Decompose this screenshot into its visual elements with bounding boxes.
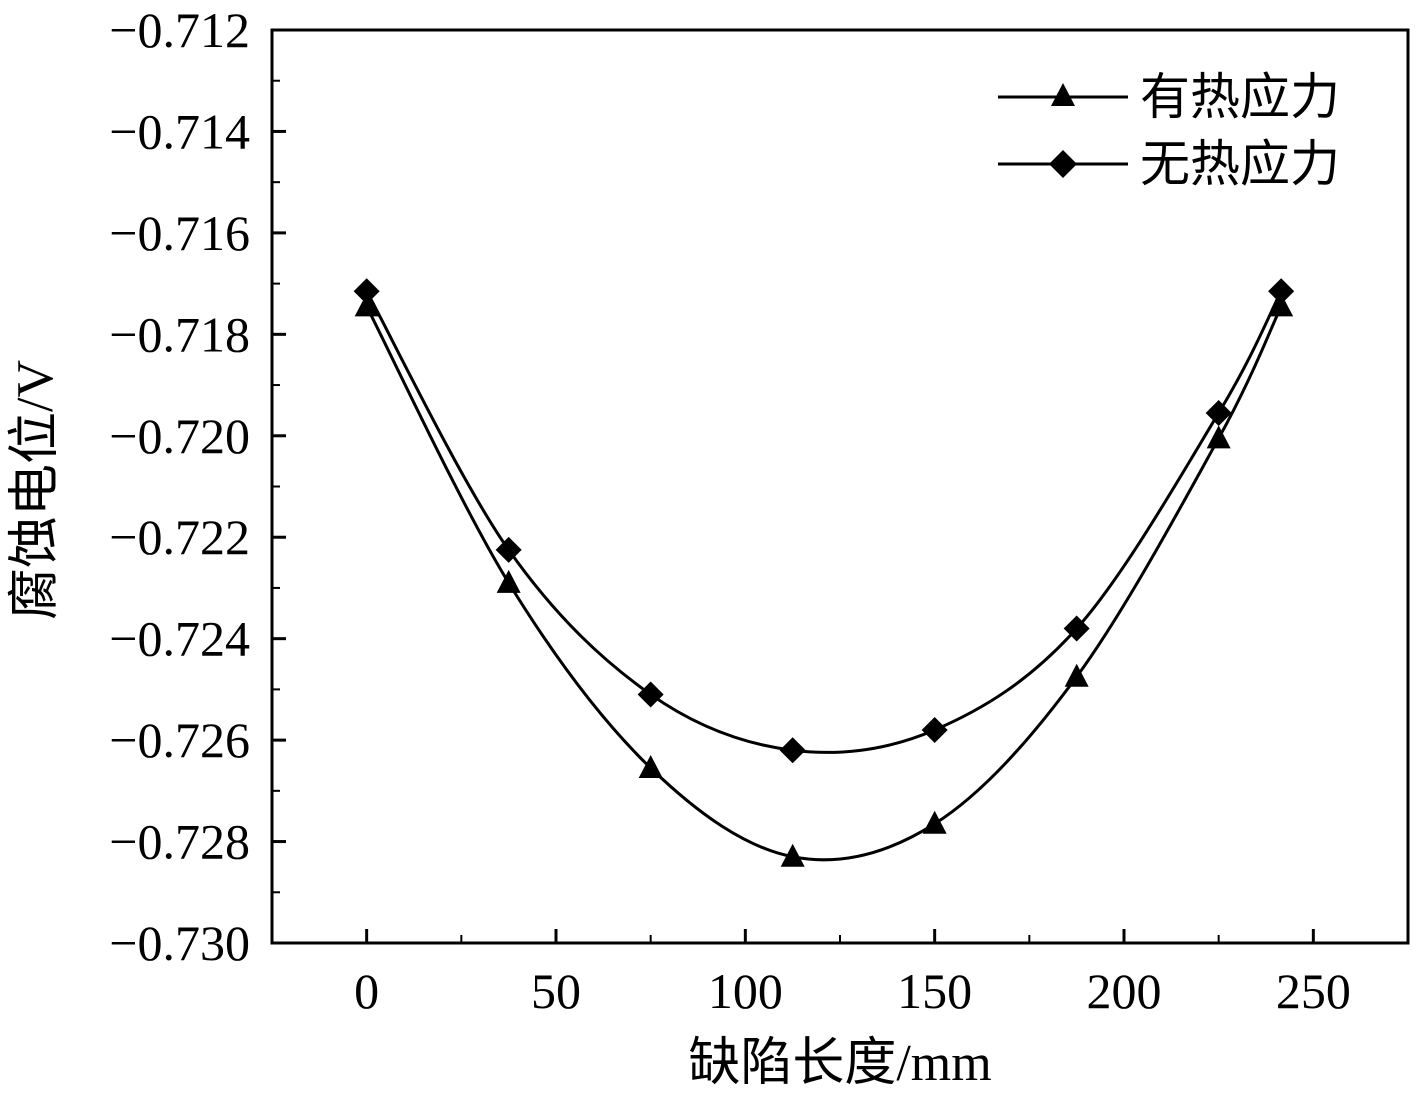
- data-point-diamond: [637, 681, 664, 708]
- data-point-diamond: [495, 536, 522, 563]
- legend-marker-no-thermal: [1049, 150, 1077, 178]
- series-line-2: [365, 290, 1283, 754]
- legend-marker-thermal: [1051, 83, 1075, 106]
- y-tick-label: −0.730: [109, 915, 250, 971]
- data-point-triangle: [922, 810, 947, 834]
- y-tick-label: −0.712: [109, 2, 250, 58]
- legend-label-thermal: 有热应力: [1140, 69, 1340, 125]
- x-tick-label: 100: [708, 963, 783, 1019]
- data-point-diamond: [1205, 399, 1232, 426]
- data-point-diamond: [921, 716, 948, 743]
- y-tick-label: −0.726: [109, 712, 250, 768]
- data-point-triangle: [638, 755, 663, 779]
- y-tick-label: −0.720: [109, 408, 250, 464]
- x-tick-label: 0: [354, 963, 379, 1019]
- legend: 有热应力 无热应力: [998, 69, 1340, 192]
- y-tick-label: −0.724: [109, 611, 250, 667]
- y-axis-title: 腐蚀电位/V: [7, 360, 64, 620]
- data-point-triangle: [1206, 425, 1231, 449]
- data-point-triangle: [1064, 663, 1089, 687]
- data-point-diamond: [1063, 615, 1090, 642]
- y-tick-label: −0.716: [109, 205, 250, 261]
- series-layer: [353, 278, 1295, 867]
- y-tick-label: −0.718: [109, 306, 250, 362]
- x-tick-label: 50: [531, 963, 581, 1019]
- data-point-diamond: [353, 278, 380, 305]
- y-tick-label: −0.722: [109, 509, 250, 565]
- x-axis-title: 缺陷长度/mm: [688, 1035, 991, 1092]
- data-point-triangle: [496, 569, 521, 593]
- axis-layer: 0 50 100 150 200 250 −0.730 −0.728 −0.726 −0.724 −…: [109, 2, 1410, 1019]
- x-tick-label: 150: [897, 963, 972, 1019]
- data-point-diamond: [779, 737, 806, 764]
- data-point-triangle: [780, 843, 805, 867]
- y-tick-label: −0.714: [109, 103, 250, 159]
- x-tick-label: 200: [1087, 963, 1162, 1019]
- x-tick-label: 250: [1276, 963, 1351, 1019]
- legend-label-no-thermal: 无热应力: [1140, 136, 1340, 192]
- data-point-triangle: [354, 293, 379, 317]
- data-point-diamond: [1268, 278, 1295, 305]
- y-tick-label: −0.728: [109, 814, 250, 870]
- data-point-triangle: [1269, 293, 1294, 317]
